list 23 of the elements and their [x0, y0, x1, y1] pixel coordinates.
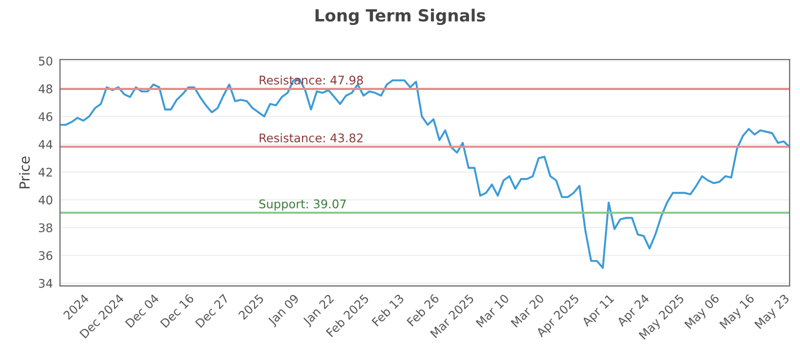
y-tick-label: 38 [38, 223, 52, 232]
x-tick-label: Mar 20 [510, 294, 545, 328]
y-axis-title: Price [19, 156, 30, 188]
x-tick-label: Apr 11 [581, 294, 616, 329]
chart-title: Long Term Signals [316, 8, 486, 26]
line-series [60, 78, 790, 269]
x-tick-label: Mar 10 [476, 294, 510, 328]
ref-line-label: Support: 39.07 [259, 199, 346, 211]
y-tick-label: 42 [38, 168, 52, 177]
ref-line-label: Resistance: 43.82 [260, 133, 363, 142]
y-tick-label: 40 [38, 196, 52, 204]
y-tick-label: 36 [38, 251, 52, 260]
x-tick-label: Dec 04 [124, 294, 160, 328]
x-tick-label: Dec 27 [194, 294, 230, 328]
x-tick-label: Feb 13 [371, 294, 404, 327]
y-tick-label: 46 [38, 112, 52, 122]
y-tick-label: 44 [38, 140, 52, 149]
y-tick-label: 48 [38, 84, 52, 94]
x-tick-label: Feb 26 [406, 293, 440, 327]
x-tick-label: Dec 16 [160, 294, 194, 328]
y-tick-label: 34 [38, 278, 52, 288]
y-tick-label: 50 [38, 56, 52, 66]
x-tick-label: Jan 09 [267, 294, 301, 328]
